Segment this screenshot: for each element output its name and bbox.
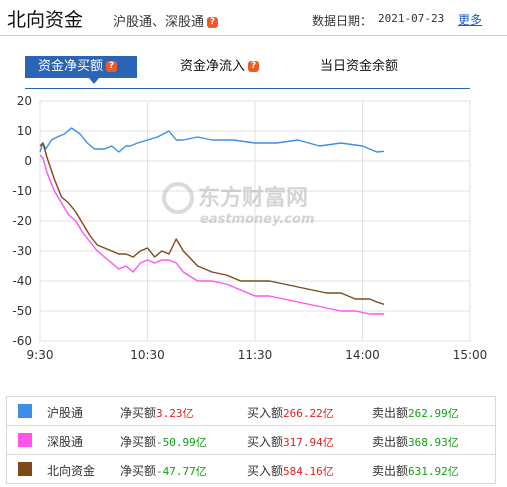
y-tick-label: -10 (12, 184, 32, 198)
x-tick-label: 14:00 (345, 348, 380, 362)
buy-value: 317.94亿 (283, 436, 334, 449)
net-buy: 净买额-47.77亿 (120, 462, 207, 479)
sell-amount: 卖出额631.92亿 (372, 462, 459, 479)
grid-lines (39, 100, 471, 342)
legend-name: 深股通 (47, 435, 84, 449)
net-buy-value: 3.23亿 (156, 407, 194, 420)
sell-label: 卖出额 (372, 406, 409, 420)
y-tick-label: 0 (24, 154, 32, 168)
y-tick-label: -30 (12, 244, 32, 258)
y-tick-label: 20 (17, 94, 32, 108)
sell-label: 卖出额 (372, 435, 409, 449)
buy-label: 买入额 (247, 406, 284, 420)
net-buy-value: -47.77亿 (156, 465, 207, 478)
tab-net-buy[interactable]: 资金净买额? (25, 56, 137, 84)
y-tick-label: -40 (12, 274, 32, 288)
date-label: 数据日期： (312, 14, 373, 28)
net-buy-label: 净买额 (120, 464, 157, 478)
legend-row-sh: 沪股通 净买额3.23亿 买入额266.22亿 卖出额262.99亿 (7, 397, 495, 426)
buy-amount: 买入额317.94亿 (247, 433, 334, 450)
series-lines (39, 127, 385, 315)
x-tick-label: 11:30 (238, 348, 273, 362)
date-value: 2021-07-23 (378, 12, 445, 25)
watermark-cn: 东方财富网 (198, 185, 308, 211)
watermark: 东方财富网 eastmoney.com (162, 182, 315, 227)
buy-value: 266.22亿 (283, 407, 334, 420)
series-line-1 (39, 154, 384, 315)
subtitle-text: 沪股通、深股通 (113, 15, 205, 30)
y-tick-label: -60 (12, 334, 32, 348)
x-tick-label: 9:30 (27, 348, 54, 362)
y-tick-label: 10 (17, 124, 32, 138)
tab-net-inflow-label: 资金净流入 (180, 59, 246, 74)
more-link[interactable]: 更多 (458, 13, 483, 27)
legend-row-north: 北向资金 净买额-47.77亿 买入额584.16亿 卖出额631.92亿 (7, 455, 495, 484)
buy-label: 买入额 (247, 435, 284, 449)
tab-underline (25, 88, 470, 89)
legend-row-sz: 深股通 净买额-50.99亿 买入额317.94亿 卖出额368.93亿 (7, 426, 495, 455)
legend-name: 北向资金 (47, 464, 96, 478)
help-icon[interactable]: ? (248, 61, 260, 72)
y-axis-ticks: 20 10 0 -10 -20 -30 -40 -50 -60 (12, 94, 32, 348)
y-tick-label: -20 (12, 214, 32, 228)
buy-amount: 买入额266.22亿 (247, 404, 334, 421)
net-buy-label: 净买额 (120, 435, 157, 449)
page-title: 北向资金 (7, 9, 84, 31)
buy-value: 584.16亿 (283, 465, 334, 478)
net-buy-chart: 东方财富网 eastmoney.com 20 10 0 -10 -20 -30 -40 -50… (12, 94, 488, 362)
y-tick-label: -50 (12, 304, 32, 318)
legend-table: 沪股通 净买额3.23亿 买入额266.22亿 卖出额262.99亿 深股通 净… (6, 396, 496, 484)
swatch-north (18, 462, 32, 476)
watermark-logo-icon (162, 182, 194, 214)
header-divider (0, 35, 507, 36)
series-line-2 (39, 142, 385, 305)
net-buy-label: 净买额 (120, 406, 157, 420)
sell-amount: 卖出额262.99亿 (372, 404, 459, 421)
tab-daily-balance-label: 当日资金余额 (320, 59, 399, 74)
sell-label: 卖出额 (372, 464, 409, 478)
swatch-sz (18, 433, 32, 447)
page-subtitle: 沪股通、深股通? (113, 11, 219, 30)
sell-amount: 卖出额368.93亿 (372, 433, 459, 450)
watermark-en: eastmoney.com (200, 212, 315, 227)
x-tick-label: 15:00 (453, 348, 488, 362)
swatch-sh (18, 404, 32, 418)
tab-net-buy-label: 资金净买额 (38, 59, 104, 74)
net-buy: 净买额-50.99亿 (120, 433, 207, 450)
x-tick-label: 10:30 (130, 348, 165, 362)
tab-daily-balance[interactable]: 当日资金余额 (320, 56, 398, 78)
buy-label: 买入额 (247, 464, 284, 478)
sell-value: 368.93亿 (408, 436, 459, 449)
help-icon[interactable]: ? (207, 17, 219, 28)
net-buy-value: -50.99亿 (156, 436, 207, 449)
legend-name: 沪股通 (47, 406, 84, 420)
help-icon[interactable]: ? (106, 61, 118, 72)
sell-value: 262.99亿 (408, 407, 459, 420)
sell-value: 631.92亿 (408, 465, 459, 478)
tab-net-inflow[interactable]: 资金净流入? (180, 56, 260, 78)
buy-amount: 买入额584.16亿 (247, 462, 334, 479)
page-header: 北向资金 沪股通、深股通? 数据日期： 2021-07-23 更多 (0, 0, 507, 36)
x-axis-ticks: 9:30 10:30 11:30 14:00 15:00 (27, 348, 488, 362)
series-line-0 (39, 127, 385, 153)
net-buy: 净买额3.23亿 (120, 404, 194, 421)
